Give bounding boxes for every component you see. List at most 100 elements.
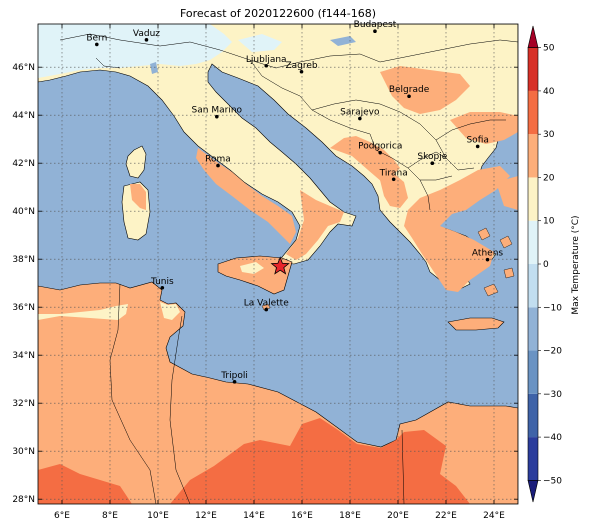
lat-tick-label: 42°N bbox=[12, 159, 35, 169]
city-dot bbox=[144, 38, 149, 42]
city-label: Sofia bbox=[466, 135, 488, 145]
map-title: Forecast of 2020122600 (f144-168) bbox=[179, 7, 377, 20]
cold-zone-alps bbox=[38, 24, 232, 78]
city-dot bbox=[430, 161, 435, 165]
corsica bbox=[125, 145, 147, 179]
colorbar-tick-label: 10 bbox=[543, 217, 555, 227]
city-dot bbox=[358, 116, 362, 121]
city-label: Roma bbox=[205, 155, 231, 165]
city-dot bbox=[215, 114, 219, 119]
city-dot bbox=[407, 94, 411, 99]
colorbar-band bbox=[528, 437, 538, 481]
colorbar-band bbox=[528, 264, 538, 308]
colorbar: −50 −40 −30 −20 −10 0 10 20 30 40 50 bbox=[527, 25, 562, 503]
cold-zone-east-alps bbox=[238, 34, 282, 52]
lat-tick-label: 28°N bbox=[12, 495, 35, 505]
lat-tick-label: 46°N bbox=[12, 63, 35, 73]
europe-borders bbox=[59, 33, 518, 211]
africa-borders bbox=[109, 283, 405, 504]
colorbar-tick-label: 0 bbox=[543, 260, 549, 270]
aegean-islands bbox=[477, 227, 515, 297]
map-frame bbox=[37, 23, 519, 505]
city-dot bbox=[485, 257, 490, 262]
lat-tick-label: 34°N bbox=[12, 351, 35, 361]
colorbar-band bbox=[528, 47, 538, 91]
city-dot bbox=[95, 42, 99, 47]
colorbar-label: Max Temperature (°C) bbox=[571, 215, 581, 314]
crete bbox=[447, 317, 505, 331]
city-dot bbox=[391, 177, 396, 182]
warm-zone-albania bbox=[380, 172, 408, 208]
colorbar-band bbox=[528, 307, 538, 351]
city-label: Vaduz bbox=[133, 29, 160, 39]
lon-tick-label: 18°E bbox=[339, 511, 361, 521]
city-label: Belgrade bbox=[389, 85, 430, 95]
sardinia-warm bbox=[130, 184, 146, 210]
sicily-mild bbox=[240, 262, 264, 274]
colorbar-tick-label: −40 bbox=[543, 433, 562, 443]
city-dot bbox=[373, 29, 377, 33]
city-label: Tirana bbox=[379, 168, 408, 178]
graticule bbox=[38, 24, 518, 504]
city-label: Sarajevo bbox=[340, 108, 380, 118]
lon-tick-label: 14°E bbox=[243, 511, 265, 521]
city-dot bbox=[378, 150, 383, 155]
lon-tick-label: 10°E bbox=[147, 511, 169, 521]
lat-tick-label: 38°N bbox=[12, 255, 35, 265]
colorbar-extend-max bbox=[527, 25, 539, 48]
colorbar-tick-label: −30 bbox=[543, 390, 562, 400]
longitude-ticks: 6°E 8°E 10°E 12°E 14°E 16°E 18°E 20°E 22°E 24°E bbox=[54, 24, 505, 521]
colorbar-band bbox=[528, 393, 538, 438]
lon-tick-label: 22°E bbox=[435, 511, 457, 521]
lat-tick-label: 30°N bbox=[12, 447, 35, 457]
hot-zone-algeria bbox=[38, 464, 132, 504]
lon-tick-label: 16°E bbox=[291, 511, 313, 521]
city-label: Skopje bbox=[417, 152, 447, 162]
colorbar-band bbox=[528, 220, 538, 264]
lat-tick-label: 32°N bbox=[12, 399, 35, 409]
colorbar-extend-min bbox=[527, 480, 539, 503]
city-label: La Valette bbox=[244, 299, 289, 309]
city-label: Podgorica bbox=[358, 142, 402, 152]
lake-balaton bbox=[330, 36, 356, 46]
lon-tick-label: 6°E bbox=[54, 511, 70, 521]
lat-tick-label: 44°N bbox=[12, 111, 35, 121]
colorbar-band bbox=[528, 350, 538, 394]
colorbar-tick-label: 50 bbox=[543, 44, 555, 54]
warm-zone-thrace bbox=[496, 176, 518, 210]
city-dot bbox=[216, 163, 220, 168]
city-label: Budapest bbox=[354, 20, 397, 30]
city-label: Tripoli bbox=[220, 371, 248, 381]
colorbar-tick-label: −50 bbox=[543, 476, 562, 486]
latitude-ticks: 28°N 30°N 32°N 34°N 36°N 38°N 40°N 42°N 44°N 46°N bbox=[12, 63, 518, 505]
hot-zone-libya bbox=[170, 418, 470, 504]
warm-zone-balkans bbox=[330, 136, 400, 182]
colorbar-tick-label: 20 bbox=[543, 173, 555, 183]
colorbar-tick-label: −20 bbox=[543, 347, 562, 357]
city-label: San Marino bbox=[192, 106, 243, 116]
city-label: Zagreb bbox=[285, 61, 317, 71]
warm-zone-serbia bbox=[380, 66, 470, 114]
lon-tick-label: 20°E bbox=[387, 511, 409, 521]
lon-tick-label: 24°E bbox=[483, 511, 505, 521]
event-marker-star-icon bbox=[270, 256, 290, 275]
lake-geneva bbox=[58, 76, 80, 84]
mild-zone-tunisia bbox=[160, 302, 180, 320]
lon-tick-label: 8°E bbox=[102, 511, 118, 521]
lake-garda bbox=[150, 62, 158, 74]
lon-tick-label: 12°E bbox=[195, 511, 217, 521]
colorbar-tick-label: 30 bbox=[543, 130, 555, 140]
colorbar-tick-label: 40 bbox=[543, 87, 555, 97]
city-dot bbox=[232, 380, 237, 384]
warm-zone-greece bbox=[404, 166, 510, 292]
city-dot bbox=[475, 144, 480, 149]
colorbar-band bbox=[528, 177, 538, 221]
city-dot bbox=[264, 63, 269, 68]
warm-zone-italy-south bbox=[286, 190, 344, 260]
city-label: Bern bbox=[86, 33, 107, 43]
city-dot bbox=[264, 307, 269, 312]
lat-tick-label: 40°N bbox=[12, 207, 35, 217]
city-label: Ljubljana bbox=[246, 55, 287, 65]
city-label: Athens bbox=[472, 249, 503, 259]
